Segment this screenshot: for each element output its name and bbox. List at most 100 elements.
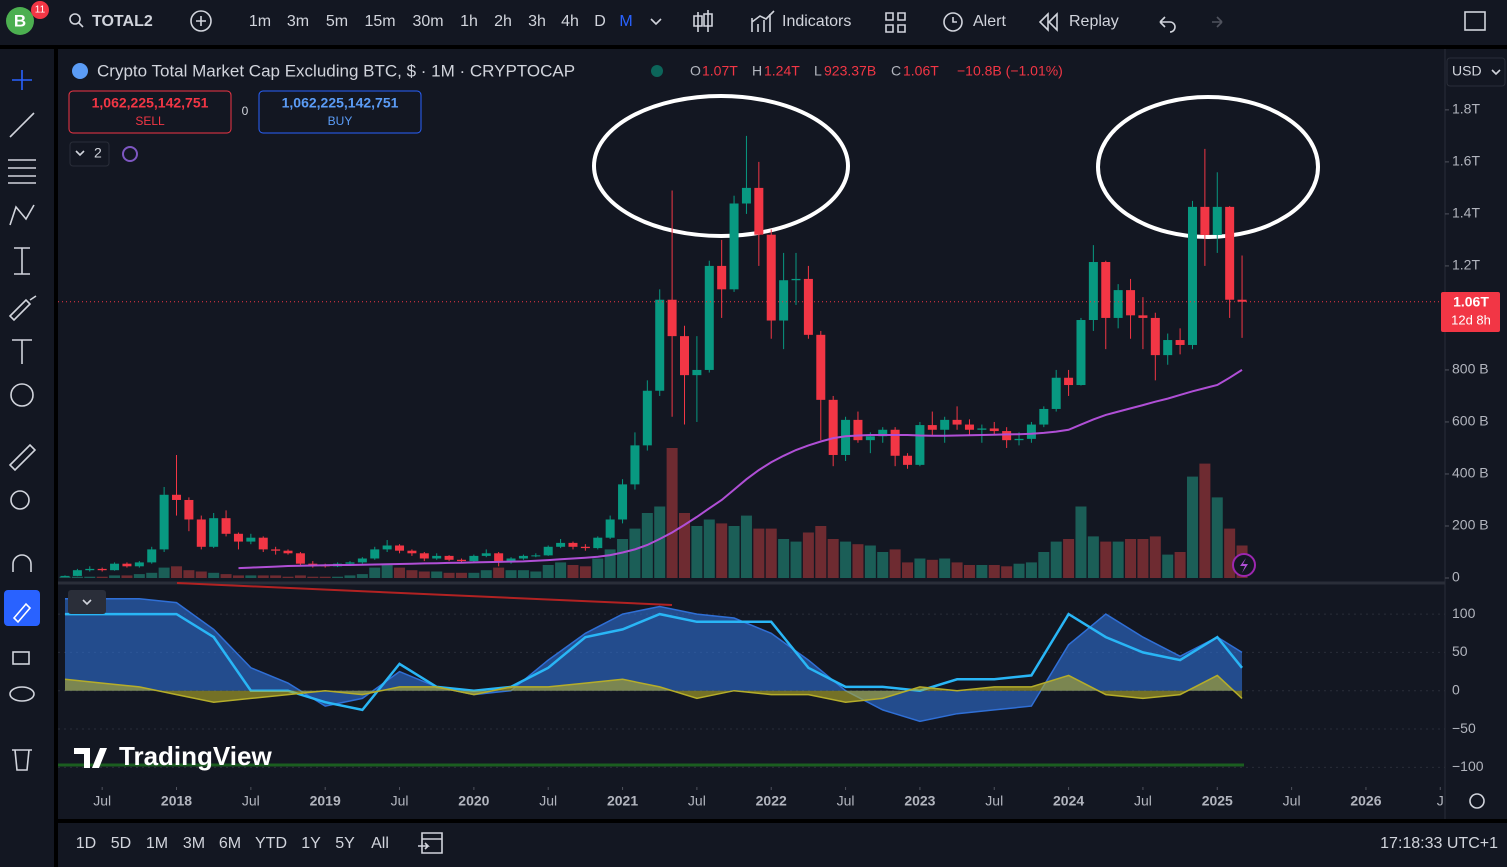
x-tick-label: Jul (93, 793, 111, 809)
interval-button[interactable]: 30m (412, 13, 443, 30)
axis-settings[interactable] (1469, 793, 1485, 809)
range-button[interactable]: 5Y (335, 835, 355, 852)
currency-box[interactable] (1446, 57, 1506, 87)
interval-button[interactable]: D (594, 13, 606, 30)
cursor-tool[interactable] (12, 70, 32, 90)
range-button[interactable]: YTD (255, 835, 287, 852)
candle-body (395, 545, 405, 551)
y-tick-label: 1.2T (1452, 257, 1480, 273)
volume-bar (864, 545, 876, 578)
candle-body (580, 546, 590, 549)
buy-button[interactable] (258, 90, 422, 134)
sell-button[interactable] (68, 90, 232, 134)
candle-body (1187, 206, 1197, 345)
projection-tool[interactable] (14, 247, 30, 275)
magnet-tool[interactable] (12, 554, 32, 572)
pattern-tool[interactable] (9, 204, 35, 226)
symbol[interactable]: TOTAL2 (92, 13, 153, 30)
volume-bar (394, 567, 406, 578)
range-button[interactable]: 1D (76, 835, 96, 852)
sell-label: SELL (135, 114, 165, 128)
y-tick-label: 1.6T (1452, 153, 1480, 169)
volume-bar (604, 549, 616, 578)
candle-body (1237, 299, 1247, 302)
volume-bar (629, 528, 641, 578)
osc-toggle[interactable] (68, 590, 106, 614)
range-button[interactable]: 6M (219, 835, 241, 852)
interval-button[interactable]: 2h (494, 13, 512, 30)
interval-button[interactable]: 1h (460, 13, 478, 30)
candle-body (1088, 262, 1098, 321)
range-button[interactable]: All (371, 835, 389, 852)
indicators-toggle[interactable] (69, 141, 110, 167)
candle-body (1076, 320, 1086, 386)
undo[interactable] (1159, 16, 1176, 33)
volume-bar (765, 528, 777, 578)
trash-tool[interactable] (12, 749, 32, 771)
ruler-tool[interactable] (8, 443, 37, 472)
redo[interactable] (1212, 16, 1223, 28)
volume-bar (877, 552, 889, 578)
x-tick-label: 2019 (310, 793, 341, 809)
volume-bar (158, 567, 170, 578)
interval-menu[interactable] (650, 18, 662, 26)
volume-bar (740, 515, 752, 578)
osc-tick-label: 100 (1452, 605, 1476, 621)
annotation-ellipse (1096, 95, 1320, 239)
volume-bar (356, 574, 368, 578)
replay-button[interactable]: Replay (1069, 13, 1119, 30)
chart-type[interactable] (693, 10, 713, 32)
candle-body (518, 555, 528, 559)
zoom-tool[interactable] (10, 490, 30, 510)
candle-body (1150, 317, 1160, 356)
add-symbol[interactable] (190, 10, 212, 32)
candle-body (816, 334, 826, 400)
brush-tool[interactable] (8, 295, 37, 322)
interval-button[interactable]: 4h (561, 13, 579, 30)
x-tick-label: J (1437, 793, 1444, 809)
volume-bar (1174, 552, 1186, 578)
badge (31, 1, 49, 19)
volume-bar (369, 567, 381, 578)
interval-button[interactable]: M (619, 13, 632, 30)
candle-body (1064, 377, 1074, 386)
range-button[interactable]: 5D (111, 835, 131, 852)
fullscreen[interactable] (1464, 11, 1486, 31)
text-tool[interactable] (12, 339, 32, 364)
range-group: 1D 5D 1M 3M 6M YTD 1Y 5Y All (76, 835, 389, 852)
alert-button[interactable]: Alert (973, 13, 1006, 30)
legend-h-label: H (752, 63, 762, 79)
range-button[interactable]: 3M (183, 835, 205, 852)
price-tag-countdown: 12d 8h (1451, 312, 1491, 327)
interval-button[interactable]: 3h (528, 13, 546, 30)
candle-body (481, 553, 491, 556)
range-button[interactable]: 1Y (301, 835, 321, 852)
interval-button[interactable]: 5m (326, 13, 348, 30)
goto-date[interactable] (418, 832, 443, 854)
lock-tool[interactable] (12, 651, 30, 665)
osc-chevron (82, 599, 92, 606)
emoji-tool[interactable] (10, 383, 34, 407)
volume-bar (493, 567, 505, 578)
interval-button[interactable]: 1m (249, 13, 271, 30)
candle-body (209, 518, 219, 547)
visibility-tool[interactable] (9, 686, 35, 702)
range-button[interactable]: 1M (146, 835, 168, 852)
avatar[interactable] (6, 7, 34, 35)
volume-bar (344, 575, 356, 578)
add-icon (196, 16, 206, 26)
candle-body (407, 550, 417, 554)
interval-button[interactable]: 15m (364, 13, 395, 30)
fib-tool[interactable] (8, 159, 36, 184)
indicators-button[interactable]: Indicators (782, 13, 851, 30)
layout-icon[interactable] (885, 12, 906, 33)
interval-button[interactable]: 3m (287, 13, 309, 30)
candle-body (147, 549, 157, 563)
y-tick-label: 0 (1452, 569, 1460, 585)
volume-bar (1100, 541, 1112, 578)
volume-bar (654, 506, 666, 578)
candle-body (172, 494, 182, 500)
trend-tool[interactable] (9, 112, 35, 138)
candle-body (927, 425, 937, 430)
